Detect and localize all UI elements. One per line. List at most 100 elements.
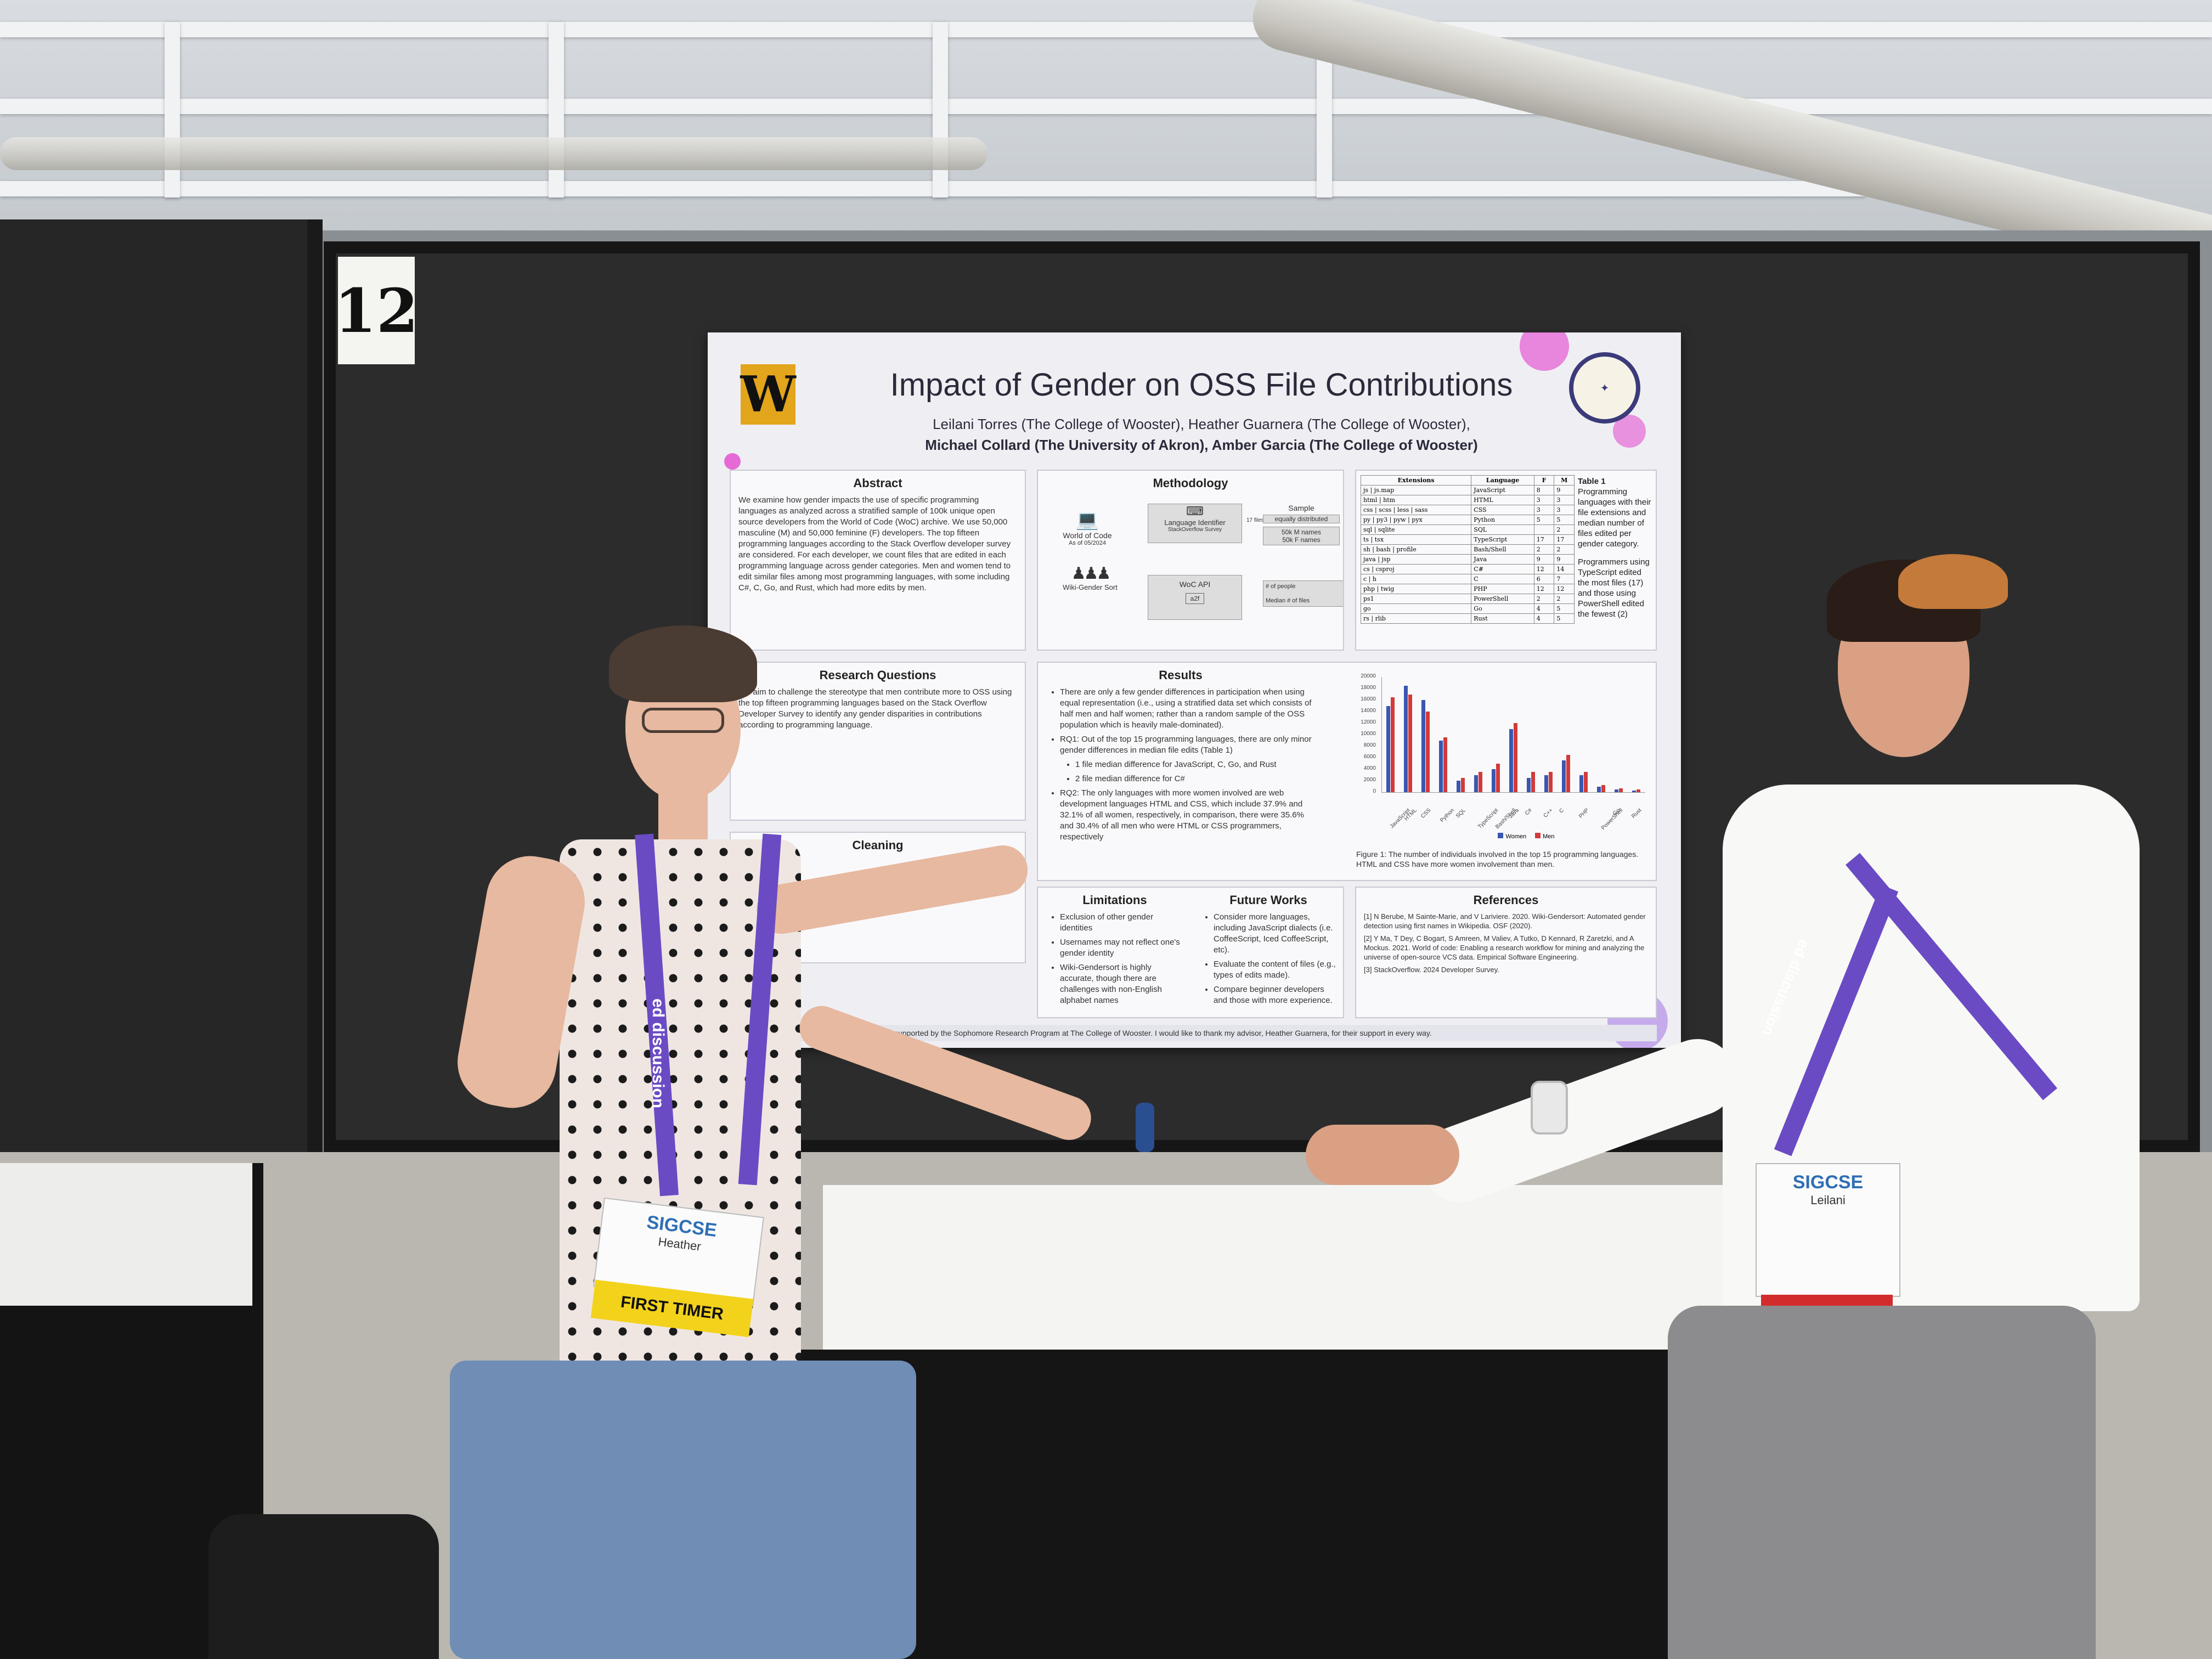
table-cell: cs | csproj [1360,564,1472,574]
outputs-box: # of people Median # of files [1263,580,1343,607]
person-right: ed discussion SIGCSE Leilani Presenter [1306,549,2212,1659]
reference-item: [2] Y Ma, T Dey, C Bogart, S Amreen, M V… [1364,934,1645,961]
table-cell: ts | tsx [1360,534,1472,545]
future-work-item: Compare beginner developers and those wi… [1214,984,1338,1006]
bar-men-bash-shell [1496,763,1500,792]
x-tick-label: C [1558,807,1566,815]
legend-item: Women [1498,833,1526,844]
table-row: ts | tsx TypeScript 17 17 [1360,534,1575,545]
x-tick-label: PHP [1578,807,1590,820]
y-tick-label: 4000 [1363,765,1376,771]
table-cell: PowerShell [1471,594,1534,604]
table-cell: 5 [1533,515,1555,525]
table-cell: 4 [1533,603,1555,614]
table-cell: rs | rlib [1360,613,1472,624]
language-identifier-node: ⌨ Language Identifier StackOverflow Surv… [1148,504,1242,543]
terminal-icon: ⌨ [1186,504,1204,518]
future-work-item: Consider more languages, including JavaS… [1214,912,1338,956]
bar-women-typescript [1474,775,1478,792]
ceiling-truss [933,22,948,198]
legend-item: Men [1535,833,1555,844]
table-cell: 6 [1533,574,1555,584]
authors-line-1: Leilani Torres (The College of Wooster),… [933,416,1470,432]
table-cell: 2 [1533,544,1555,555]
abstract-body: We examine how gender impacts the use of… [738,495,1011,592]
a2f-label: a2f [1185,593,1205,604]
table-row: rs | rlib Rust 4 5 [1360,613,1575,624]
m-names-label: 50k M names [1281,528,1322,536]
table-cell: C# [1471,564,1534,574]
table-row: py | py3 | pyw | pyx Python 5 5 [1360,515,1575,525]
abstract-heading: Abstract [853,476,902,490]
table-header-cell: Extensions [1360,475,1472,486]
lanyard-text: ed discussion [649,998,667,1109]
table-cell: css | scss | less | sass [1360,505,1472,515]
table-cell: sql | sqlite [1360,524,1472,535]
table-cell: js | js.map [1360,485,1472,495]
bar-women-c- [1544,775,1548,792]
wiki-gender-label: Wiki-Gender Sort [1063,583,1118,591]
x-tick-label: Java [1508,807,1521,820]
table-skirt [795,1350,1838,1659]
person-left: ed discussion SIGCSE Heather FIRST TIMER [450,625,1154,1659]
university-seal-icon: ✦ [1569,352,1640,424]
language-identifier-label: Language Identifier [1164,518,1226,527]
results-rq1-b: 2 file median difference for C# [1075,774,1316,785]
ceiling-truss [165,22,180,198]
table-row: sql | sqlite SQL 2 [1360,524,1575,535]
bar-men-c- [1549,772,1553,792]
hair [609,625,757,702]
table-cell: 3 [1533,495,1555,505]
table-row: go Go 4 5 [1360,603,1575,614]
table-cell: 2 [1554,544,1575,555]
table-cell: HTML [1471,495,1534,505]
figure1-caption: Figure 1: The number of individuals invo… [1356,850,1639,868]
wooster-logo: W [740,364,796,425]
jeans [450,1361,916,1659]
table1-caption: Table 1 Programming languages with their… [1578,476,1655,619]
table-cell: ps1 [1360,594,1472,604]
table-cell: 12 [1533,584,1555,594]
table-cell: JavaScript [1471,485,1534,495]
bar-women-css [1421,700,1425,792]
table-cell: SQL [1471,524,1534,535]
decorative-dot [724,453,741,470]
results-panel: Results There are only a few gender diff… [1037,662,1657,881]
research-questions-panel: Research Questions We aim to challenge t… [730,662,1026,821]
wiki-gender-node: ♟♟♟ Wiki-Gender Sort [1049,564,1131,591]
table-cell: go [1360,603,1472,614]
bar-women-javascript [1386,706,1390,792]
wristband [1136,1103,1154,1152]
y-tick-label: 6000 [1363,754,1376,760]
table1-caption-text: Programming languages with their file ex… [1578,487,1651,549]
bar-men-php [1584,772,1588,792]
side-table-cloth [0,1163,252,1306]
figure1-chart: 20000 18000 16000 14000 12000 10000 8000 6000 40… [1345,673,1652,849]
methodology-panel: Methodology 💻 World of Code As of 05/202… [1037,470,1344,651]
bar-men-powershell [1601,785,1605,792]
bar-women-html [1404,685,1408,792]
table-cell: 5 [1554,515,1575,525]
y-tick-label: 10000 [1361,731,1376,737]
table-cell: Go [1471,603,1534,614]
x-tick-label: CSS [1420,807,1432,820]
table-cell: html | htm [1360,495,1472,505]
table-cell: 3 [1554,495,1575,505]
results-heading: Results [1159,668,1203,682]
poster-title: Impact of Gender on OSS File Contributio… [890,367,1513,403]
y-tick-label: 12000 [1361,719,1376,725]
y-tick-label: 2000 [1363,777,1376,783]
bar-men-typescript [1479,772,1482,792]
cleaning-heading: Cleaning [852,838,904,852]
research-questions-heading: Research Questions [819,668,936,682]
abstract-panel: Abstract We examine how gender impacts t… [730,470,1026,651]
reference-item: [1] N Berube, M Sainte-Marie, and V Lari… [1364,912,1646,930]
sample-node: Sample equally distributed 50k M names 5… [1263,504,1340,545]
ceiling-truss [0,22,2212,37]
authors-line-2: Michael Collard (The University of Akron… [925,437,1478,453]
bar-women-rust [1632,790,1636,792]
table1-note: Programmers using TypeScript edited the … [1578,557,1650,619]
bar-men-c- [1531,772,1535,792]
laptop-icon: 💻 [1075,510,1099,531]
